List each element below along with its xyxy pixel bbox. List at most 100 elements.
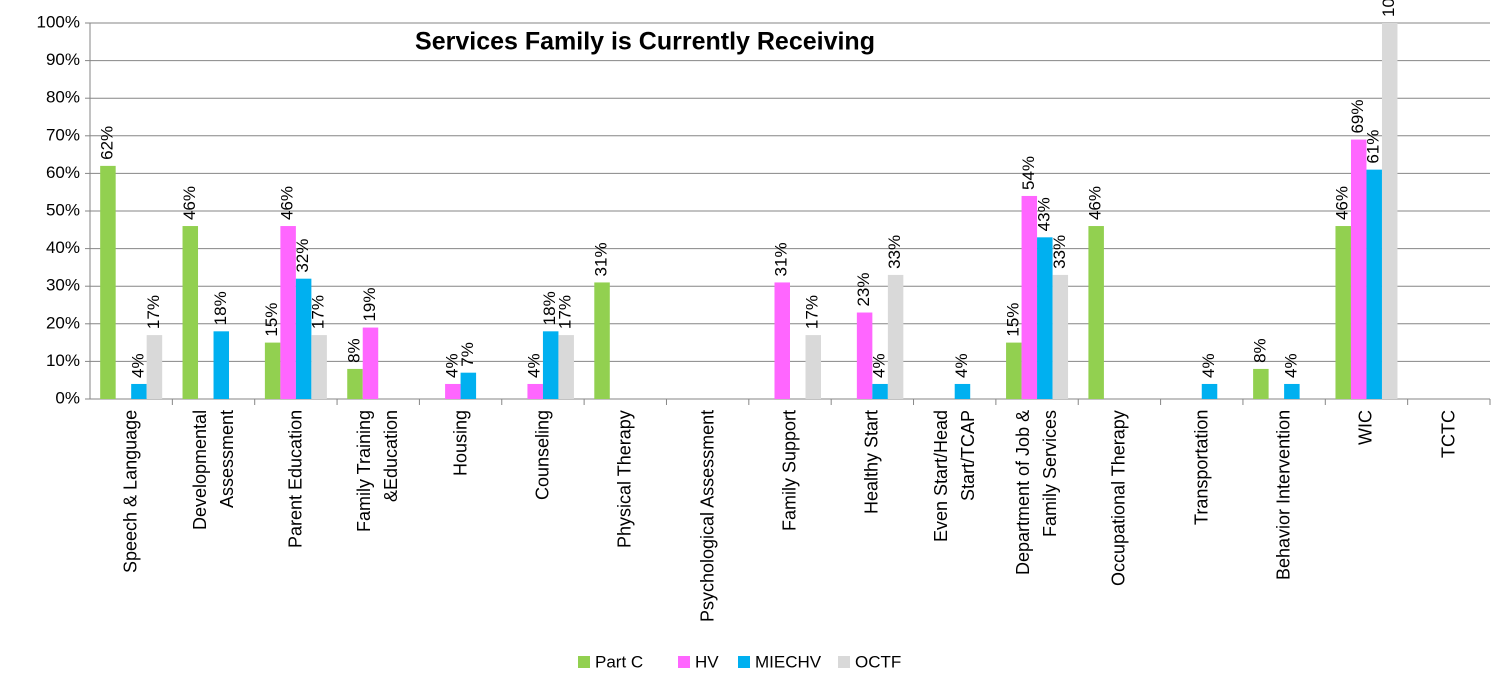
legend-label: Part C	[595, 652, 643, 671]
value-label: 61%	[1364, 130, 1383, 164]
bar	[445, 383, 461, 399]
bar	[311, 335, 327, 399]
bar	[1201, 383, 1218, 399]
bar	[887, 274, 904, 399]
bar	[295, 278, 312, 399]
bar	[213, 331, 230, 399]
value-label: 62%	[97, 126, 116, 160]
legend-label: MIECHV	[755, 652, 822, 671]
value-label: 17%	[803, 295, 822, 329]
y-tick-label: 50%	[46, 200, 80, 219]
y-tick-label: 100%	[37, 12, 80, 31]
value-label: 17%	[556, 295, 575, 329]
bar	[1366, 169, 1382, 399]
bar	[1284, 383, 1300, 399]
bar	[774, 282, 790, 399]
bar	[1052, 274, 1069, 399]
value-label: 19%	[360, 288, 379, 322]
value-label: 4%	[1199, 353, 1218, 378]
bar	[805, 335, 821, 399]
y-tick-label: 60%	[46, 163, 80, 182]
value-label: 33%	[885, 235, 904, 269]
value-label: 4%	[952, 353, 971, 378]
x-tick-label: Speech & Language	[120, 410, 141, 574]
value-label: 15%	[1003, 303, 1022, 337]
value-label: 46%	[278, 186, 297, 220]
chart-title: Services Family is Currently Receiving	[415, 28, 875, 56]
bar	[558, 335, 574, 399]
bar	[347, 368, 363, 399]
value-label: 7%	[458, 342, 477, 367]
value-label: 43%	[1034, 197, 1053, 231]
bar	[954, 383, 971, 399]
value-label: 18%	[211, 291, 230, 325]
bar	[872, 383, 888, 399]
value-label: 69%	[1348, 100, 1367, 134]
value-label: 4%	[870, 353, 889, 378]
bar	[1006, 342, 1022, 399]
x-tick-label: TCTC	[1438, 410, 1459, 458]
y-tick-label: 0%	[55, 388, 80, 407]
value-label: 46%	[1086, 186, 1105, 220]
x-tick-label: Family Training &Education	[354, 410, 402, 533]
bar	[594, 282, 610, 399]
x-tick-label: Transportation	[1191, 410, 1212, 526]
bar	[131, 383, 147, 399]
value-label: 8%	[1250, 338, 1269, 363]
x-tick-label: Behavior Intervention	[1273, 410, 1294, 581]
value-label: 31%	[772, 242, 791, 276]
x-tick-label: Parent Education	[285, 410, 306, 549]
x-tick-label: Developmental Assessment	[189, 410, 237, 531]
bar	[280, 226, 296, 399]
bar	[362, 327, 379, 399]
value-label: 18%	[540, 291, 559, 325]
y-tick-label: 40%	[46, 238, 80, 257]
value-label: 17%	[309, 295, 328, 329]
value-label: 46%	[180, 186, 199, 220]
x-tick-label: Even Start/Head Start/TCAP	[930, 410, 978, 543]
x-tick-label: Psychological Assessment	[697, 410, 718, 623]
y-tick-label: 30%	[46, 276, 80, 295]
x-tick-label: Housing	[450, 410, 471, 477]
bar	[182, 226, 199, 399]
legend-swatch	[678, 656, 690, 668]
x-tick-label: Healthy Start	[861, 410, 882, 515]
bar	[146, 335, 163, 399]
bar	[1381, 23, 1398, 399]
y-tick-label: 80%	[46, 88, 80, 107]
value-label: 4%	[442, 353, 461, 378]
legend-swatch	[738, 656, 750, 668]
bar	[527, 383, 543, 399]
x-tick-label: Counseling	[532, 410, 553, 501]
y-tick-label: 10%	[46, 351, 80, 370]
x-tick-label: Physical Therapy	[614, 410, 635, 548]
x-tick-label: Department of Job & Family Services	[1013, 410, 1061, 576]
bar	[1037, 237, 1053, 399]
value-label: 15%	[262, 303, 281, 337]
bar	[856, 312, 873, 399]
legend-swatch	[578, 656, 590, 668]
bar	[100, 165, 116, 399]
legend-label: OCTF	[855, 652, 901, 671]
x-tick-label: WIC	[1355, 410, 1376, 445]
bar	[1335, 226, 1351, 399]
value-label: 4%	[1281, 353, 1300, 378]
bar	[1021, 195, 1038, 399]
value-label: 31%	[592, 242, 611, 276]
bar	[542, 331, 559, 399]
value-label: 46%	[1333, 186, 1352, 220]
value-label: 8%	[344, 338, 363, 363]
x-tick-label: Occupational Therapy	[1108, 410, 1129, 586]
value-label: 4%	[128, 353, 147, 378]
bar	[1088, 226, 1104, 399]
value-label: 33%	[1050, 235, 1069, 269]
value-label: 17%	[144, 295, 163, 329]
x-tick-label: Family Support	[779, 410, 800, 532]
bar	[264, 342, 281, 399]
legend-label: HV	[695, 652, 719, 671]
y-tick-label: 90%	[46, 50, 80, 69]
legend-swatch	[838, 656, 850, 668]
y-tick-label: 70%	[46, 125, 80, 144]
